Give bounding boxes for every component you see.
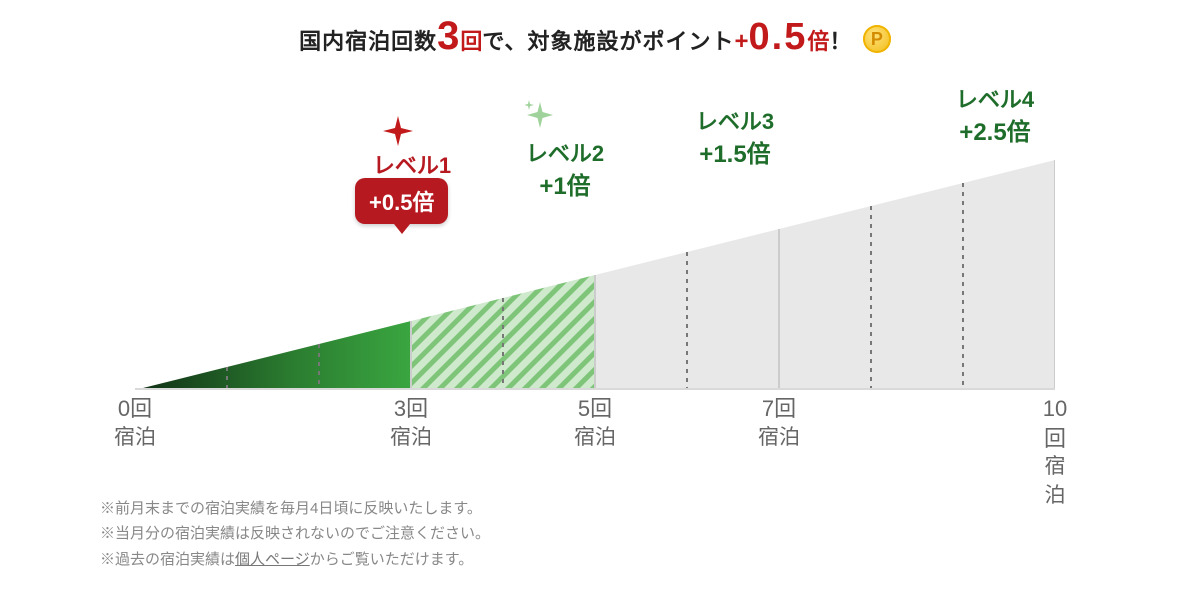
footnote-2: ※当月分の宿泊実績は反映されないのでご注意ください。 — [100, 521, 490, 547]
x-axis-labels: 0回宿泊3回宿泊5回宿泊7回宿泊10回宿泊 — [135, 394, 1055, 464]
page-title: 国内宿泊回数3回で、対象施設がポイント+0.5倍！ P — [0, 14, 1190, 59]
x-label: 7回宿泊 — [758, 394, 800, 452]
sparkle-red-icon — [383, 116, 413, 146]
title-bonus-suffix: 倍 — [807, 29, 829, 54]
x-label-count: 5回 — [574, 394, 616, 424]
level3-title: レベル3 — [675, 104, 795, 136]
title-exclaim: ！ — [829, 29, 852, 54]
point-coin-icon: P — [863, 25, 891, 53]
footnote-3: ※過去の宿泊実績は個人ページからご覧いただけます。 — [100, 547, 490, 573]
title-count: 3 — [437, 14, 460, 58]
level3-bonus: +1.5倍 — [673, 134, 797, 169]
page: 国内宿泊回数3回で、対象施設がポイント+0.5倍！ P — [0, 0, 1190, 600]
title-plus: + — [735, 28, 749, 55]
level1-bubble: +0.5倍 — [355, 178, 448, 224]
x-label-count: 3回 — [390, 394, 432, 424]
footnote-3-pre: ※過去の宿泊実績は — [100, 551, 235, 568]
level4-title: レベル4 — [935, 82, 1055, 114]
x-label-count: 10回 — [1043, 394, 1067, 453]
x-label: 5回宿泊 — [574, 394, 616, 452]
x-label-count: 0回 — [114, 394, 156, 424]
x-label: 0回宿泊 — [114, 394, 156, 452]
footnote-1: ※前月末までの宿泊実績を毎月4日頃に反映いたします。 — [100, 496, 490, 522]
footnotes: ※前月末までの宿泊実績を毎月4日頃に反映いたします。 ※当月分の宿泊実績は反映さ… — [100, 496, 490, 573]
title-prefix: 国内宿泊回数 — [299, 29, 437, 54]
sparkle-green-icon — [525, 100, 555, 130]
x-label: 10回宿泊 — [1043, 394, 1067, 510]
segment-0 — [135, 321, 411, 390]
x-label-sub: 宿泊 — [114, 424, 156, 452]
segment-2 — [595, 160, 1055, 390]
title-bonus: 0.5 — [749, 16, 808, 58]
x-label-sub: 宿泊 — [758, 424, 800, 452]
chart-baseline — [135, 388, 1055, 390]
x-label-sub: 宿泊 — [1043, 453, 1067, 510]
footnote-3-post: からご覧いただけます。 — [310, 551, 474, 568]
level1-title: レベル1 — [357, 148, 467, 180]
level2-title: レベル2 — [505, 136, 625, 168]
x-label: 3回宿泊 — [390, 394, 432, 452]
x-label-sub: 宿泊 — [390, 424, 432, 452]
level4-bonus: +2.5倍 — [933, 112, 1057, 147]
title-middle: で、対象施設がポイント — [482, 29, 734, 54]
level2-bonus: +1倍 — [515, 166, 615, 201]
title-count-suffix: 回 — [460, 29, 482, 54]
personal-page-link[interactable]: 個人ページ — [235, 551, 310, 568]
x-label-count: 7回 — [758, 394, 800, 424]
level-chart: レベル1 +0.5倍 レベル2 +1倍 レベル3 +1.5倍 レベル4 +2.5… — [135, 130, 1055, 390]
x-label-sub: 宿泊 — [574, 424, 616, 452]
